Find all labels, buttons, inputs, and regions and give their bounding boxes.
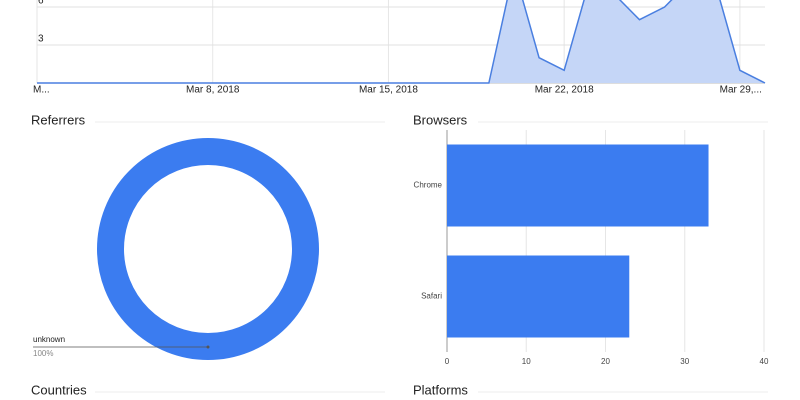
x-tick-label: Mar 29,...	[720, 85, 762, 96]
slice-label: unknown	[33, 335, 65, 344]
section-title: Countries	[31, 382, 87, 397]
leader-dot	[206, 345, 210, 349]
x-tick-label: 40	[760, 357, 769, 366]
slice-value: 100%	[33, 349, 53, 358]
bar	[447, 144, 709, 227]
x-tick-label: 30	[680, 357, 689, 366]
area-chart: M... Mar 8, 2018 Mar 15, 2018 Mar 22, 2018 M…	[33, 0, 766, 96]
section-title: Browsers	[413, 112, 468, 127]
y-tick-label: 3	[38, 34, 44, 45]
y-tick-label: Safari	[421, 292, 442, 301]
donut-slice	[97, 138, 319, 360]
y-tick-label: 6	[38, 0, 44, 7]
x-tick-label: Mar 22, 2018	[535, 85, 594, 96]
x-tick-label: 10	[522, 357, 531, 366]
y-tick-label: Chrome	[414, 181, 443, 190]
area-fill	[37, 0, 765, 83]
bar	[447, 255, 630, 338]
area-line	[37, 0, 766, 84]
section-title: Platforms	[413, 382, 468, 397]
x-tick-label: Mar 8, 2018	[186, 85, 240, 96]
x-tick-label: M...	[33, 85, 50, 96]
x-tick-label: 0	[445, 357, 450, 366]
x-tick-label: Mar 15, 2018	[359, 85, 418, 96]
section-title: Referrers	[31, 112, 86, 127]
x-tick-label: 20	[601, 357, 610, 366]
